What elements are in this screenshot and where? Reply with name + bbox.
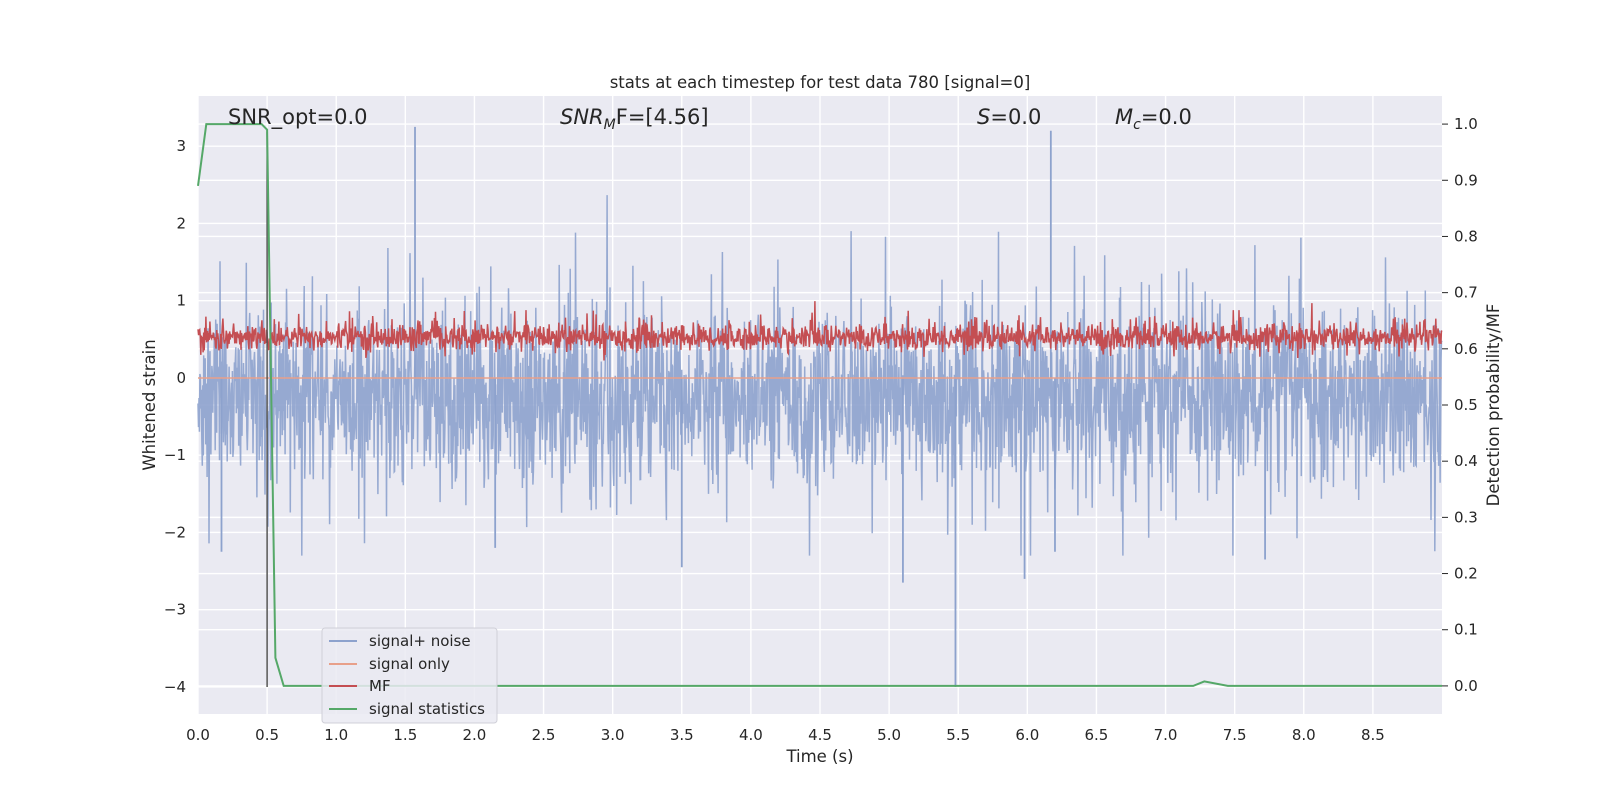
annotation-snr-opt: SNR_opt=0.0 (228, 105, 368, 130)
y-axis-label: Whitened strain (140, 339, 159, 470)
y-tick-label: 2 (176, 214, 186, 232)
x-tick-label: 7.0 (1154, 726, 1178, 744)
y2-tick-label: 0.6 (1454, 340, 1478, 358)
y2-tick-label: 0.5 (1454, 396, 1478, 414)
legend-label-signal-statistics: signal statistics (369, 700, 485, 718)
series-mf (197, 301, 1443, 361)
x-tick-label: 4.5 (808, 726, 832, 744)
series-signal-noise (197, 195, 1443, 556)
y2-tick-label: 0.0 (1454, 677, 1478, 695)
y-tick-labels: 3 2 1 0 −1 −2 −3 −4 (164, 137, 186, 696)
chart-title: stats at each timestep for test data 780… (610, 73, 1031, 92)
series-signal-statistics (197, 123, 1442, 687)
y2-tick-label: 0.8 (1454, 227, 1478, 245)
x-tick-labels: 0.0 0.5 1.0 1.5 2.0 2.5 3.0 3.5 4.0 4.5 5.0 5.5 6.0 6… (186, 726, 1385, 744)
x-tick-label: 3.5 (670, 726, 694, 744)
annotation-snr-mf: SNRMF=[4.56] (560, 105, 709, 133)
legend-box (321, 627, 498, 724)
y-tick-label: 0 (176, 369, 186, 387)
x-tick-label: 0.5 (255, 726, 279, 744)
y2-tick-label: 0.4 (1454, 452, 1478, 470)
y2-tick-label: 0.2 (1454, 565, 1478, 583)
y-tick-label: 1 (176, 292, 186, 310)
legend: signal+ noise signal only MF signal stat… (321, 627, 498, 724)
x-tick-label: 8.5 (1361, 726, 1385, 744)
x-axis-label: Time (s) (785, 747, 853, 766)
x-tick-label: 5.5 (946, 726, 970, 744)
y2-axis-label: Detection probability/MF (1484, 304, 1503, 507)
x-tick-label: 1.5 (393, 726, 417, 744)
annotation-s: S=0.0 (977, 105, 1041, 129)
annotations: SNR_opt=0.0 SNRMF=[4.56] S=0.0 Mc=0.0 (228, 105, 1192, 133)
x-tick-label: 6.5 (1085, 726, 1109, 744)
x-tick-label: 0.0 (186, 726, 210, 744)
y-tick-label: −2 (164, 523, 186, 541)
x-tick-label: 7.5 (1223, 726, 1247, 744)
y2-tick-label: 0.9 (1454, 171, 1478, 189)
legend-label-mf: MF (369, 677, 391, 695)
y-tick-label: −3 (164, 601, 186, 619)
x-tick-label: 3.0 (601, 726, 625, 744)
x-tick-label: 2.0 (463, 726, 487, 744)
y2-tick-labels: 1.0 0.9 0.8 0.7 0.6 0.5 0.4 0.3 0.2 0.1 0.0 (1442, 115, 1478, 695)
x-tick-label: 5.0 (877, 726, 901, 744)
x-tick-label: 1.0 (324, 726, 348, 744)
annotation-mc: Mc=0.0 (1115, 105, 1192, 133)
legend-label-signal-only: signal only (369, 655, 450, 673)
x-tick-label: 8.0 (1292, 726, 1316, 744)
y2-tick-label: 0.1 (1454, 621, 1478, 639)
x-tick-label: 2.5 (532, 726, 556, 744)
x-tick-label: 4.0 (739, 726, 763, 744)
y2-tick-label: 0.3 (1454, 508, 1478, 526)
plot-area (197, 123, 1443, 687)
y-tick-label: −4 (164, 678, 186, 696)
x-tick-label: 6.0 (1015, 726, 1039, 744)
y-tick-label: 3 (176, 137, 186, 155)
y-tick-label: −1 (164, 446, 186, 464)
y2-tick-label: 0.7 (1454, 284, 1478, 302)
y2-tick-label: 1.0 (1454, 115, 1478, 133)
legend-label-signal-noise: signal+ noise (369, 632, 471, 650)
